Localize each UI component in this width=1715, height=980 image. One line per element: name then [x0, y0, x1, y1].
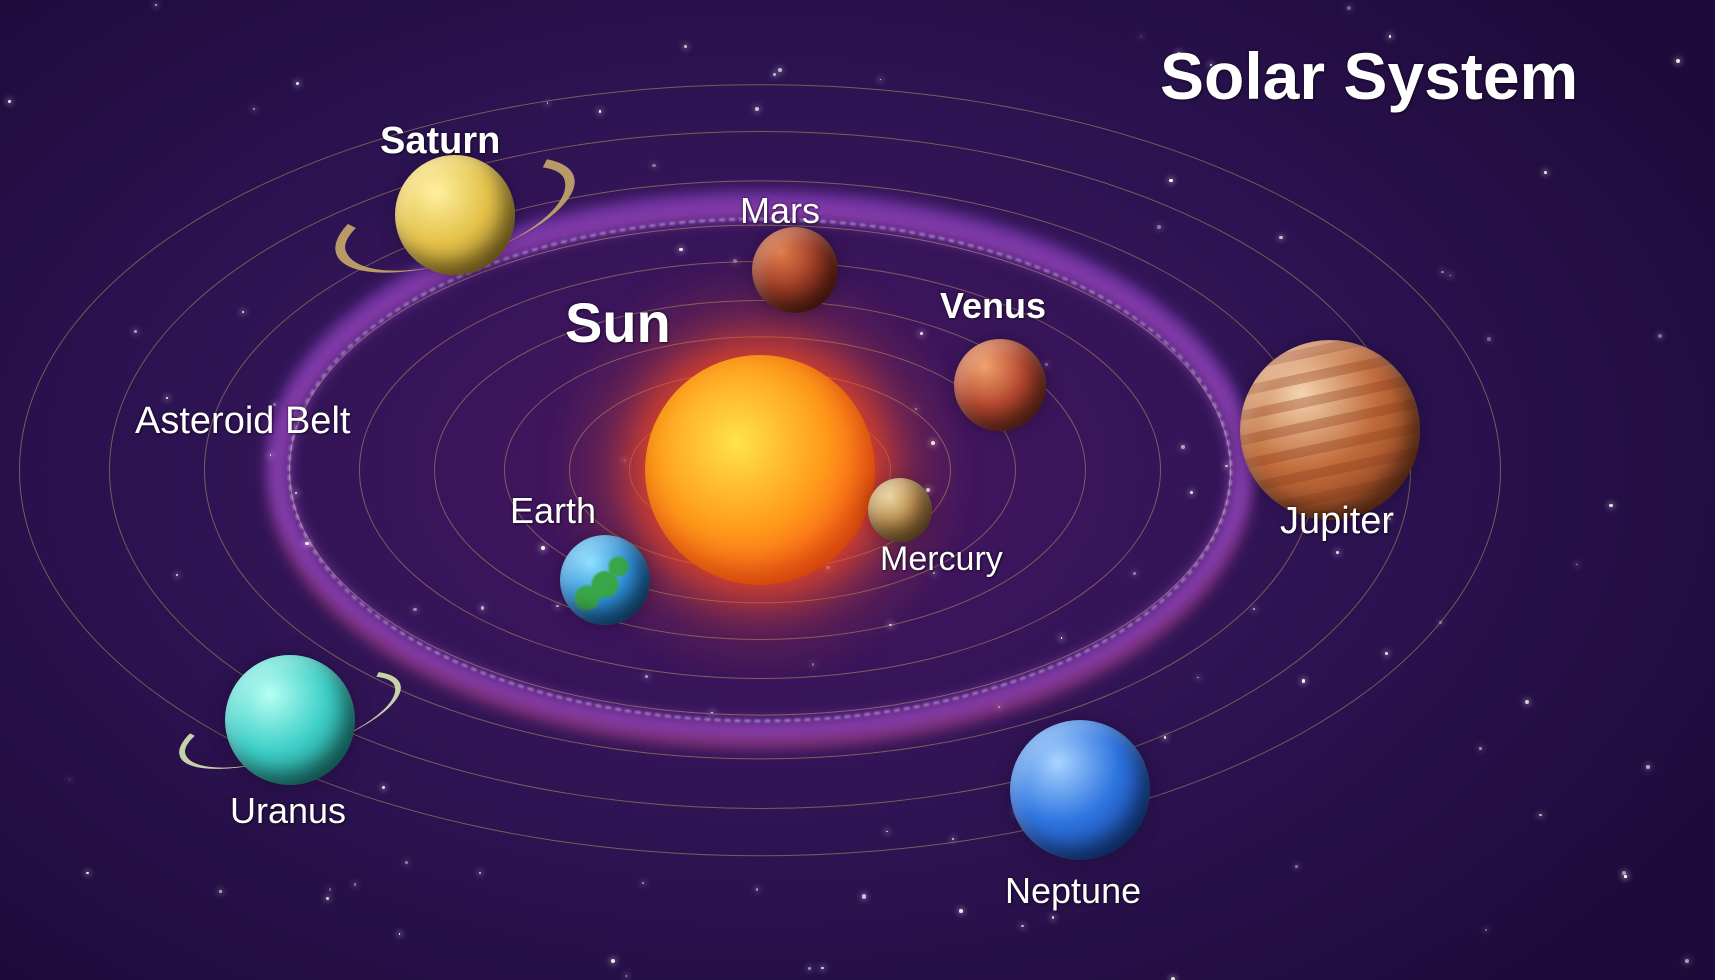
star	[1021, 925, 1023, 927]
uranus	[225, 655, 355, 785]
venus-label: Venus	[940, 285, 1046, 327]
star	[329, 888, 332, 891]
star	[1658, 334, 1662, 338]
star	[1544, 171, 1547, 174]
star	[155, 4, 157, 6]
earth	[560, 535, 650, 625]
saturn-label: Saturn	[380, 120, 500, 163]
star	[1609, 504, 1612, 507]
star	[773, 73, 776, 76]
star	[959, 909, 963, 913]
mars-label: Mars	[740, 190, 820, 232]
star	[862, 894, 866, 898]
sun	[645, 355, 875, 585]
mercury-label: Mercury	[880, 540, 1003, 579]
star	[1576, 564, 1577, 565]
neptune-label: Neptune	[1005, 870, 1141, 912]
star	[611, 959, 615, 963]
star	[1525, 700, 1529, 704]
star	[1485, 929, 1487, 931]
star	[219, 890, 221, 892]
star	[1347, 6, 1351, 10]
neptune	[1010, 720, 1150, 860]
star	[1487, 337, 1491, 341]
uranus-label: Uranus	[230, 790, 346, 832]
diagram-title: Solar System	[1160, 38, 1578, 114]
venus	[954, 339, 1046, 431]
star	[1295, 865, 1298, 868]
star	[479, 872, 480, 873]
saturn	[395, 155, 515, 275]
star	[642, 882, 644, 884]
earth-label: Earth	[510, 490, 596, 532]
star	[253, 108, 255, 110]
star	[405, 861, 408, 864]
mars	[752, 227, 838, 313]
star	[1685, 959, 1689, 963]
star	[1624, 875, 1627, 878]
star	[8, 100, 10, 102]
star	[808, 967, 811, 970]
mercury	[868, 478, 932, 542]
asteroid-belt-label: Asteroid Belt	[135, 400, 350, 443]
solar-system-diagram: Solar System Sun Asteroid Belt Mercury Venus…	[0, 0, 1715, 980]
jupiter-label: Jupiter	[1280, 500, 1394, 543]
star	[821, 967, 823, 969]
sun-label: Sun	[565, 290, 671, 355]
star	[1646, 765, 1650, 769]
jupiter	[1240, 340, 1420, 520]
